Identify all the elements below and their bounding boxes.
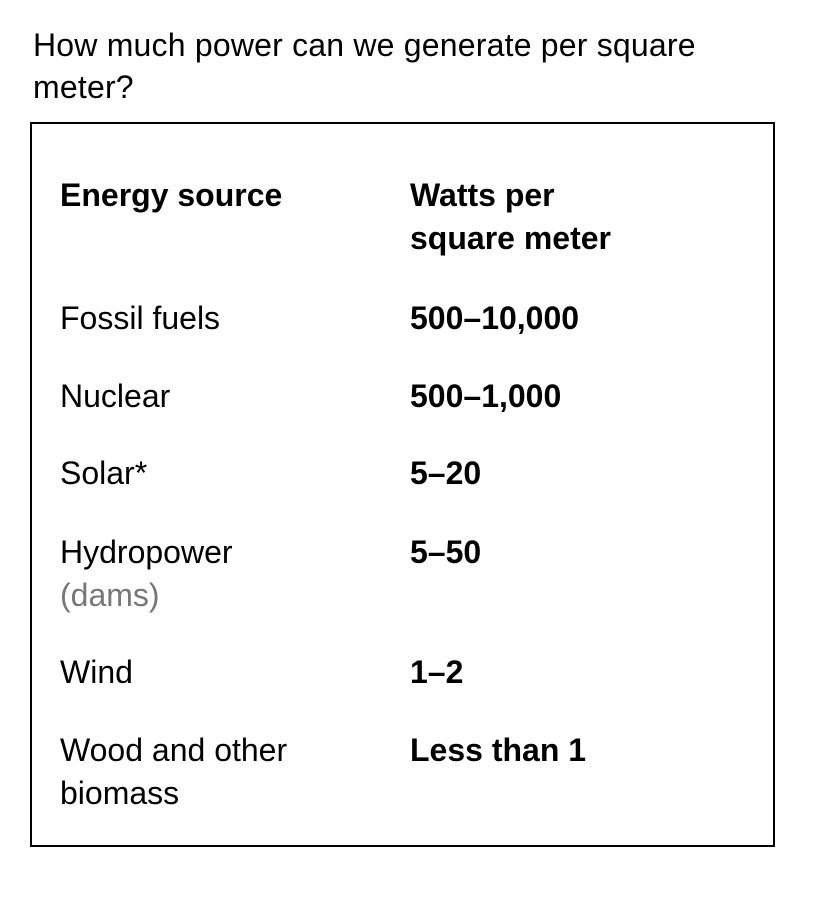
row-watts-wind: 1–2	[410, 654, 464, 690]
row-source-hydropower-note: (dams)	[60, 577, 160, 613]
row-watts-fossil-fuels: 500–10,000	[410, 300, 580, 336]
row-source-fossil-fuels: Fossil fuels	[60, 300, 221, 336]
row-watts-solar: 5–20	[410, 455, 482, 491]
row-source-hydropower-name: Hydropower	[60, 534, 233, 570]
header-watts-line2: square meter	[410, 220, 611, 256]
row-source-nuclear: Nuclear	[60, 378, 171, 414]
row-watts-hydropower: 5–50	[410, 534, 482, 570]
header-watts-line1: Watts per	[410, 177, 555, 213]
header-watts-per-square-meter: Watts per square meter	[410, 174, 750, 260]
page-title: How much power can we generate per squar…	[33, 27, 696, 105]
header-energy-source: Energy source	[60, 177, 283, 213]
row-watts-wood-biomass: Less than 1	[410, 732, 587, 768]
row-source-wood-biomass: Wood and other biomass	[60, 732, 288, 811]
row-source-wind: Wind	[60, 654, 133, 690]
row-watts-nuclear: 500–1,000	[410, 378, 562, 414]
energy-density-table: Energy source Watts per square meter Fos…	[30, 122, 775, 847]
row-source-solar: Solar*	[60, 455, 148, 491]
row-source-hydropower: Hydropower (dams)	[60, 531, 390, 617]
